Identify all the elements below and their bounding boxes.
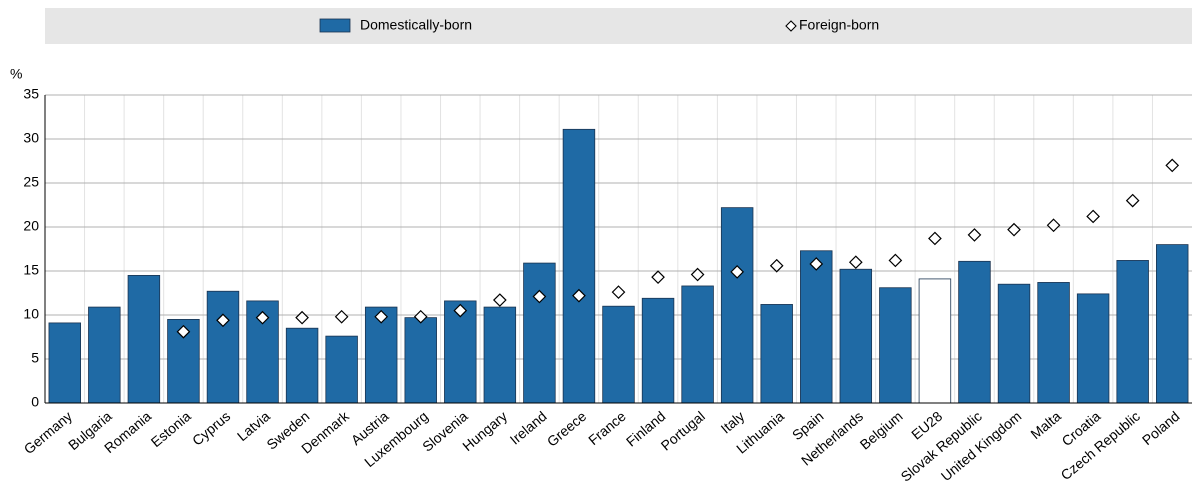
diamond-marker [492, 293, 507, 307]
legend-label: Domestically-born [360, 17, 472, 33]
diamond-marker [730, 265, 745, 279]
diamond-marker [1165, 158, 1180, 173]
bar [958, 260, 991, 404]
bar [641, 297, 675, 404]
y-tick-label: 0 [31, 394, 39, 410]
x-tick-label: Estonia [148, 408, 194, 450]
x-tick-label: Greece [544, 408, 590, 450]
bar [879, 287, 912, 404]
bar [206, 290, 240, 404]
diamond-marker [1007, 222, 1021, 237]
bar [127, 274, 161, 404]
diamond-marker [1086, 209, 1100, 224]
x-tick-label: Portugal [658, 408, 708, 454]
legend-label: Foreign-born [799, 17, 879, 33]
bar [444, 300, 477, 404]
y-tick-label: 35 [23, 86, 39, 102]
legend-swatch [319, 18, 351, 33]
diamond-marker [374, 309, 389, 324]
bar [918, 278, 952, 404]
bar [1116, 260, 1149, 404]
diamond-marker [928, 231, 942, 246]
diamond-marker [1125, 193, 1140, 208]
bar [1037, 282, 1070, 404]
diamond-marker [967, 228, 982, 242]
bar [720, 207, 754, 404]
diamond-marker [532, 289, 547, 304]
diamond-marker [176, 324, 191, 339]
diamond-marker [413, 309, 428, 324]
bar [88, 306, 121, 404]
bar [681, 285, 714, 404]
x-tick-label: Belgium [857, 408, 906, 453]
diamond-marker [255, 310, 270, 325]
diamond-marker [888, 253, 903, 268]
diamond-marker [809, 257, 824, 271]
bar [1156, 244, 1189, 404]
x-tick-label: Ireland [507, 408, 550, 448]
bar [404, 317, 437, 404]
diamond-marker [651, 270, 665, 285]
legend-background [45, 8, 1192, 44]
x-tick-label: Cyprus [189, 408, 233, 449]
diamond-marker [295, 310, 309, 325]
diamond-marker [690, 267, 705, 282]
bar [760, 304, 793, 404]
x-tick-label: Hungary [459, 408, 510, 454]
diamond-marker [453, 303, 468, 318]
legend-swatch [785, 20, 797, 32]
bar [997, 283, 1031, 404]
bar [325, 335, 358, 404]
diamond-marker [769, 258, 784, 273]
y-tick-label: 5 [31, 350, 39, 366]
y-tick-label: 15 [23, 262, 39, 278]
bar [1076, 293, 1110, 404]
bar [562, 128, 596, 404]
y-tick-label: 10 [23, 306, 39, 322]
y-tick-label: 30 [23, 130, 39, 146]
bar [523, 262, 556, 404]
diamond-marker [334, 309, 349, 324]
bar [483, 306, 517, 404]
bar [48, 322, 81, 404]
bar [602, 305, 635, 404]
y-tick-label: 25 [23, 174, 39, 190]
x-tick-label: Italy [718, 408, 748, 437]
diamond-marker [1046, 218, 1061, 233]
x-tick-label: Poland [1139, 408, 1183, 448]
bar [285, 327, 319, 404]
diamond-marker [572, 288, 586, 303]
bar [839, 268, 873, 404]
diamond-marker [216, 313, 230, 328]
diamond-marker [848, 255, 863, 270]
y-tick-label: 20 [23, 218, 39, 234]
x-tick-label: Germany [21, 408, 75, 457]
y-axis-label: % [10, 66, 22, 82]
diamond-marker [611, 285, 626, 299]
bar [800, 250, 833, 404]
x-tick-label: France [585, 408, 629, 448]
